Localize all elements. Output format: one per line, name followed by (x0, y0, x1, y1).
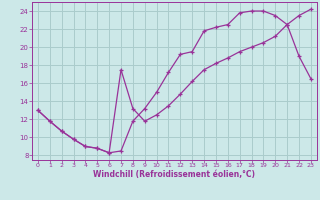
X-axis label: Windchill (Refroidissement éolien,°C): Windchill (Refroidissement éolien,°C) (93, 170, 255, 179)
